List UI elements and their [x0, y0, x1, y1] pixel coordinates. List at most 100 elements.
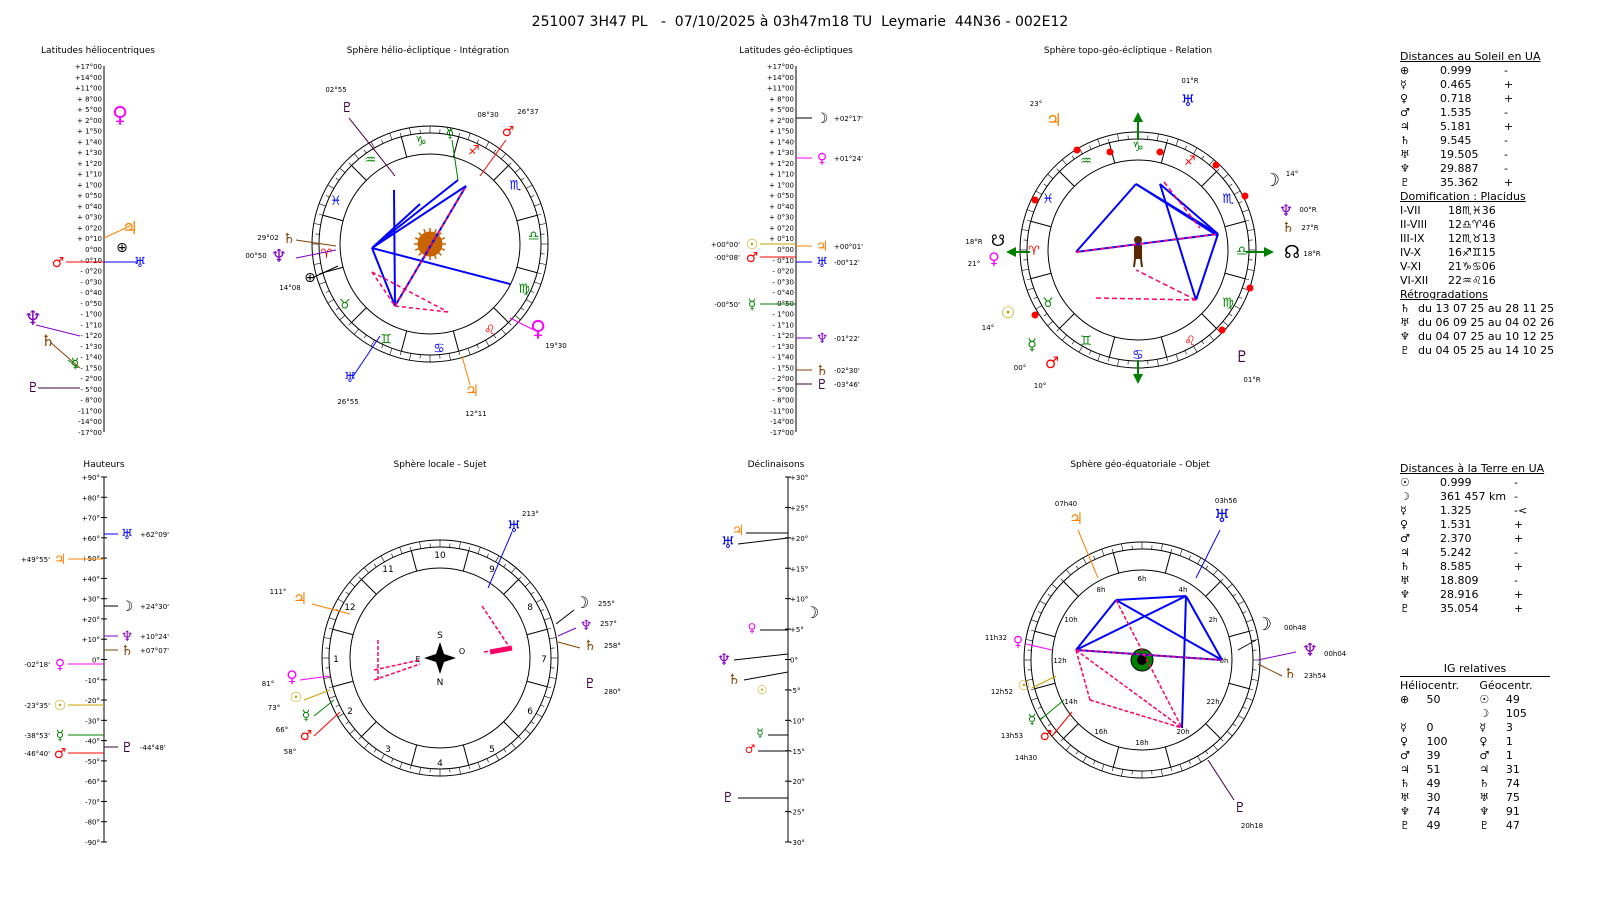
equat-wheel-tick [1160, 769, 1163, 777]
table-cell: ⊕ [1400, 64, 1410, 77]
distances-earth-heading: Distances à la Terre en UA [1400, 462, 1545, 475]
topo-aspect-red [1095, 297, 1197, 301]
mars-topo-label: 10° [1034, 382, 1046, 390]
locale-wheel-divider [503, 579, 519, 595]
helio-wheel-tick [467, 133, 471, 140]
hauteurs-tick-label: +80° [82, 494, 100, 502]
helio-wheel-tick [399, 132, 402, 137]
hauteurs-tick-label: +90° [82, 474, 100, 482]
ig-col-geo: Géocentr. [1479, 679, 1533, 692]
table-cell: du 06 09 25 au 04 02 26 [1418, 316, 1555, 329]
lat-helio-scale-tick-label: - 2°00 [80, 375, 102, 383]
lat-helio-scale-tick-label: +17°00 [75, 63, 102, 71]
jupiter-marker-locale: ♃ [293, 589, 307, 608]
moon-marker-lat-geo: ☽ [816, 111, 829, 127]
saturn-marker-topo: ♄ [1282, 220, 1295, 236]
topo-sign-4: ♌ [1184, 334, 1196, 349]
helio-wheel-tick [339, 167, 346, 173]
pluto-marker-lat-helio: ♇ [27, 380, 40, 396]
pluto-topo-label: 01°R [1243, 376, 1260, 384]
equat-wheel-tick [1197, 755, 1202, 763]
declinaisons-tick-label: +5° [790, 626, 804, 634]
topo-sign-9: ♑ [1132, 140, 1144, 155]
uranus-marker-equat: ♅ [1214, 506, 1230, 527]
house-number: 5 [489, 745, 495, 755]
moon-equat-leader [1237, 639, 1257, 651]
locale-wheel-tick [458, 767, 461, 775]
equat-wheel-tick [1030, 688, 1035, 691]
table-cell: ☉ [1479, 693, 1490, 706]
compass-east: E [415, 655, 420, 664]
table-cell: - [1514, 574, 1518, 587]
equat-wheel-tick [1170, 548, 1173, 553]
hour-label: 0h [1220, 657, 1229, 665]
table-row: ♂ 39 ♂ 1 [1400, 749, 1550, 763]
table-cell: du 04 05 25 au 14 10 25 [1418, 344, 1555, 357]
lat-helio-scale-tick-label: + 0°30 [77, 214, 102, 222]
helio-wheel-tick [381, 344, 384, 349]
topo-red-dot [1212, 161, 1220, 169]
pluto-marker-lat-geo-value: -03°46' [834, 381, 860, 389]
lat-geo-scale-tick-label: - 2°00 [772, 375, 794, 383]
locale-wheel-tick [535, 713, 543, 718]
neptune-marker-hauteurs: ♆ [121, 629, 134, 645]
house-number: 8 [527, 603, 533, 613]
venus-locale-leader [299, 675, 331, 681]
table-cell: VI-XII [1400, 274, 1429, 287]
topo-wheel-divider [1160, 336, 1168, 358]
topo-wheel-divider [1201, 171, 1217, 187]
table-cell: - [1504, 162, 1508, 175]
table-cell: + [1504, 120, 1514, 133]
table-cell: I-VII [1400, 204, 1421, 217]
table-cell: - [1504, 106, 1508, 119]
table-cell: ♄ [1400, 302, 1410, 315]
locale-wheel-tick [486, 758, 489, 763]
equat-aspect-red [1075, 649, 1223, 661]
table-row: ♃ 5.181 + [1400, 120, 1524, 134]
uranus-locale-leader [487, 531, 513, 589]
jupiter-marker-equat: ♃ [1069, 509, 1083, 528]
locale-wheel-tick [524, 581, 531, 587]
equat-wheel-tick [1065, 744, 1071, 751]
table-cell: - [1514, 546, 1518, 559]
topo-wheel-tick [1156, 359, 1159, 367]
equat-aspect-red [1075, 649, 1183, 729]
house-number: 1 [333, 655, 339, 665]
equat-wheel-tick [1039, 600, 1047, 605]
venus-equat-leader [1025, 643, 1053, 651]
lat-geo-scale-tick-label: + 5°00 [769, 106, 794, 114]
topo-aspect-red [1135, 269, 1197, 301]
locale-wheel-tick [335, 704, 340, 707]
table-cell [1400, 707, 1426, 721]
hour-label: 4h [1179, 586, 1188, 594]
topo-wheel-divider [1059, 171, 1075, 187]
sun-ray [418, 251, 423, 256]
hauteurs-tick-label: +20° [82, 616, 100, 624]
sun-marker-decl: ☉ [757, 683, 768, 697]
hour-label: 22h [1206, 698, 1219, 706]
helio-wheel-tick [539, 262, 547, 265]
locale-wheel-divider [361, 721, 377, 737]
equat-wheel-tick [1179, 549, 1183, 556]
locale-wheel-tick [363, 742, 369, 749]
hauteurs-tick-label: -40° [85, 738, 100, 746]
distances-sun-table: Distances au Soleil en UA ⊕ 0.999 - ☿ 0.465 +… [1400, 50, 1590, 358]
mars-marker-locale: ♂ [300, 728, 313, 744]
declinaisons-tick-label: -20° [790, 778, 805, 786]
table-cell: 39 [1426, 749, 1441, 762]
equat-wheel-tick [1188, 555, 1191, 560]
helio-sign-10: ♒ [365, 153, 377, 168]
topo-wheel-tick [1117, 359, 1120, 367]
topo-wheel-tick [1026, 219, 1031, 222]
saturn-marker-lat-helio: ♄ [41, 331, 55, 350]
locale-wheel-tick [503, 748, 507, 753]
mercury-marker-lat-geo-value: -00°50' [714, 301, 740, 309]
helio-wheel-tick [508, 322, 512, 326]
helio-wheel-tick [467, 348, 471, 355]
mercury-marker-helio: ☿ [446, 126, 455, 142]
table-row: ☽ 361 457 km - [1400, 490, 1534, 504]
helio-wheel-tick [348, 322, 352, 326]
lat-helio-scale-tick-label: - 1°10 [80, 321, 102, 329]
hour-label: 14h [1064, 698, 1077, 706]
pluto-helio-leader [348, 117, 396, 177]
